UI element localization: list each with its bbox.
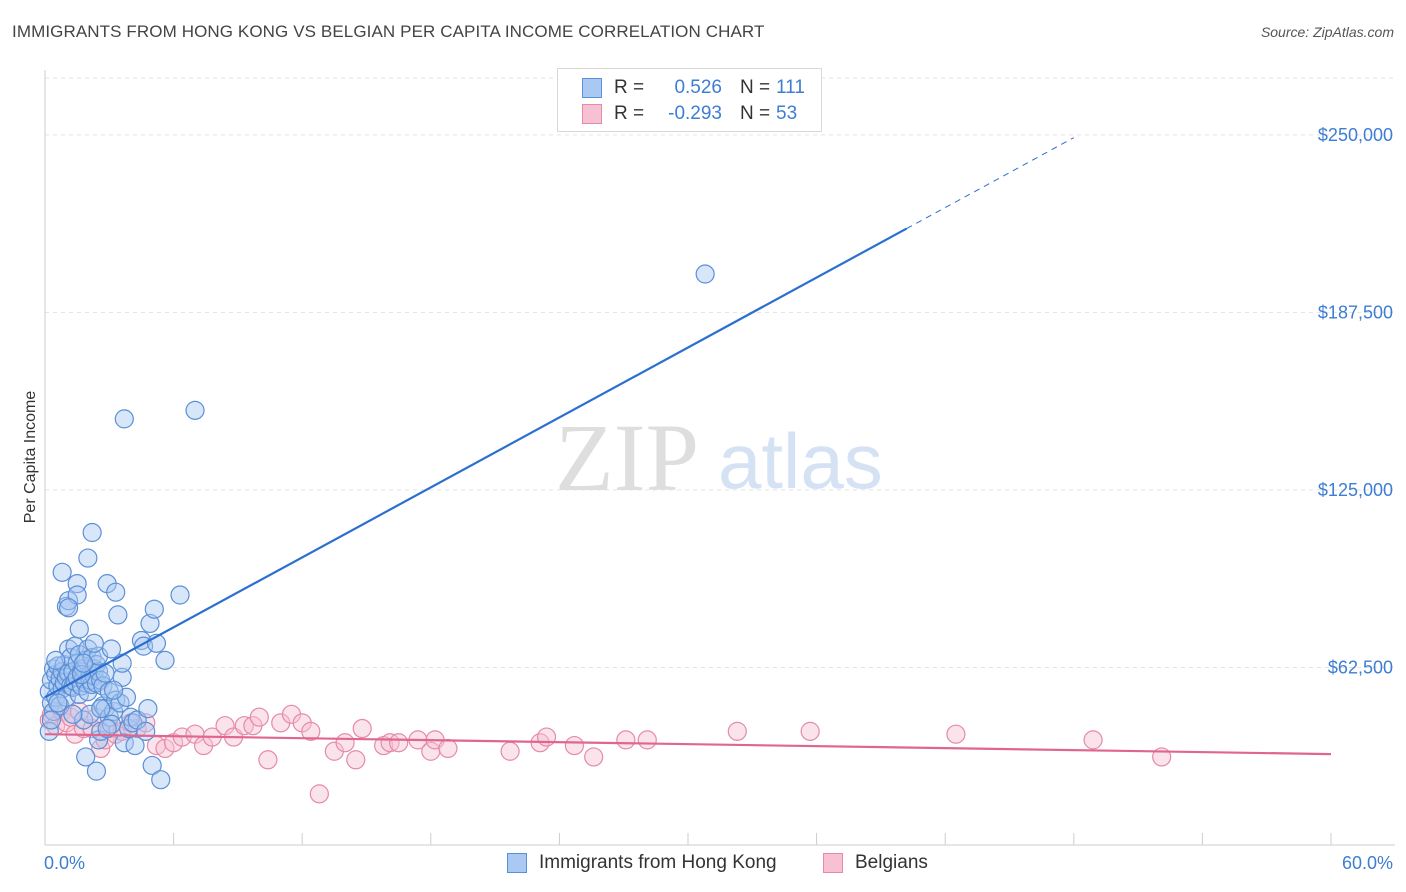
belgians-point <box>335 733 355 753</box>
hong-kong-point <box>155 650 175 670</box>
hong-kong-point <box>69 619 89 639</box>
belgians-point <box>616 730 636 750</box>
watermark-atlas: atlas <box>718 417 883 505</box>
legend-n-value: 111 <box>776 77 805 98</box>
belgians-point <box>249 707 269 727</box>
hong-kong-trend-line <box>44 227 908 699</box>
hong-kong-point <box>82 522 102 543</box>
y-tick-label: $62,500 <box>1328 657 1393 677</box>
belgians-point <box>309 784 329 804</box>
belgians-point <box>500 741 520 761</box>
series-legend-belgians[interactable]: Belgians <box>823 852 928 874</box>
hong-kong-point <box>106 582 126 602</box>
belgians-point <box>637 730 657 750</box>
series-legend: Immigrants from Hong Kong Belgians <box>0 852 1406 878</box>
hong-kong-points <box>39 264 715 790</box>
belgians-point <box>301 721 321 741</box>
hong-kong-point <box>78 548 98 568</box>
belgians-trend-line <box>44 733 1332 756</box>
legend-r-value: -0.293 <box>668 103 722 124</box>
hong-kong-trend-extension <box>906 137 1075 229</box>
belgians-point <box>352 718 372 739</box>
series-label-hong-kong: Immigrants from Hong Kong <box>539 852 777 873</box>
watermark: ZIP atlas <box>555 404 883 511</box>
belgians-point <box>438 738 458 759</box>
legend-row-hong-kong: R = 0.526 N = 111 <box>582 75 805 101</box>
hong-kong-point <box>103 680 124 700</box>
belgians-point <box>389 733 409 753</box>
x-tick-label-max: 60.0% <box>1342 853 1393 873</box>
hong-kong-point <box>67 574 87 594</box>
belgians-point <box>946 724 966 744</box>
belgians-point <box>564 735 585 756</box>
legend-swatch-hong-kong <box>582 78 602 98</box>
hong-kong-point <box>52 562 72 582</box>
hong-kong-point <box>91 699 111 719</box>
legend-n-label: N = <box>740 77 771 98</box>
legend-n-label: N = <box>740 103 771 124</box>
belgians-point <box>727 721 747 741</box>
legend-row-belgians: R = -0.293 N = 53 <box>582 101 797 127</box>
belgians-point <box>800 721 820 741</box>
hong-kong-point <box>86 761 107 781</box>
x-tick-label-min: 0.0% <box>44 853 85 873</box>
legend-n-value: 53 <box>776 103 798 124</box>
hong-kong-point <box>136 721 156 741</box>
chart-source: Source: ZipAtlas.com <box>1260 24 1394 40</box>
y-tick-label: $250,000 <box>1318 125 1393 145</box>
hong-kong-point <box>138 699 158 719</box>
hong-kong-point <box>695 264 715 284</box>
hong-kong-point <box>84 633 104 653</box>
belgians-point <box>1083 730 1103 750</box>
chart-title: IMMIGRANTS FROM HONG KONG VS BELGIAN PER… <box>12 22 765 41</box>
axes <box>44 70 1395 846</box>
hong-kong-point <box>58 598 79 618</box>
hong-kong-point <box>114 733 134 753</box>
hong-kong-point <box>73 653 94 673</box>
hong-kong-point <box>108 605 128 625</box>
hong-kong-point <box>63 704 83 724</box>
hong-kong-point <box>46 650 66 670</box>
hong-kong-point <box>151 770 171 790</box>
hong-kong-point <box>170 585 190 605</box>
legend-r-label: R = <box>614 103 645 124</box>
y-tick-label: $125,000 <box>1318 480 1393 500</box>
legend-r-value: 0.526 <box>674 77 722 98</box>
hong-kong-point <box>114 409 134 429</box>
belgians-point <box>258 750 278 770</box>
watermark-zip: ZIP <box>555 404 699 511</box>
belgians-points <box>39 701 1172 804</box>
series-label-belgians: Belgians <box>855 852 928 873</box>
series-swatch-belgians <box>823 853 843 873</box>
grid-lines <box>45 77 1395 668</box>
y-axis-label: Per Capita Income <box>22 391 39 524</box>
y-tick-label: $187,500 <box>1318 302 1393 322</box>
belgians-point <box>584 747 604 767</box>
hong-kong-point <box>142 755 162 776</box>
trend-lines <box>44 137 1332 756</box>
x-tick-marks <box>173 833 1332 845</box>
hong-kong-point <box>112 653 132 673</box>
belgians-point <box>346 750 366 770</box>
hong-kong-point <box>41 710 62 730</box>
series-swatch-hong-kong <box>507 853 527 873</box>
hong-kong-point <box>144 599 164 619</box>
legend-swatch-belgians <box>582 104 602 124</box>
hong-kong-point <box>76 747 96 767</box>
hong-kong-point <box>140 613 160 634</box>
y-tick-labels: $62,500 $125,000 $187,500 $250,000 <box>1318 125 1393 678</box>
hong-kong-point <box>48 693 68 713</box>
legend-r-label: R = <box>614 77 645 98</box>
stats-legend: R = 0.526 N = 111 R = -0.293 N = 53 <box>557 68 822 132</box>
hong-kong-point <box>101 639 122 659</box>
series-legend-hong-kong[interactable]: Immigrants from Hong Kong <box>507 852 777 874</box>
hong-kong-point <box>185 400 205 420</box>
hong-kong-point <box>97 718 117 739</box>
belgians-point <box>536 727 557 747</box>
